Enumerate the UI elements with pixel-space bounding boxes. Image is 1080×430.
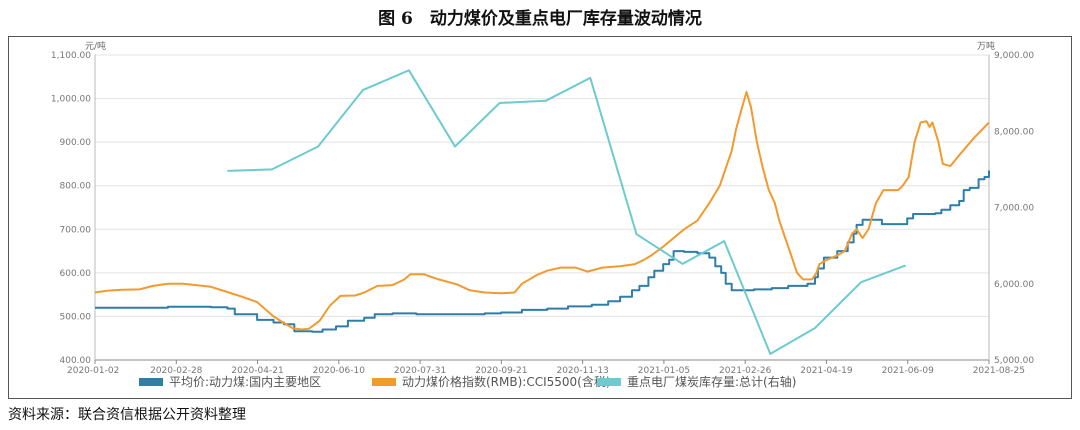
right-tick-label: 9,000.00: [994, 51, 1034, 61]
left-tick-label: 1,100.00: [51, 51, 91, 61]
legend-swatch-1: [139, 378, 163, 386]
series-lines: [94, 69, 990, 355]
right-tick-label: 8,000.00: [994, 127, 1034, 137]
left-tick-label: 700.00: [60, 225, 92, 235]
legend-label-3: 重点电厂煤炭库存量:总计(右轴): [627, 374, 796, 389]
left-axis-unit: 元/吨: [85, 40, 106, 52]
x-tick-label: 2020-04-21: [231, 366, 283, 376]
figure-source: 资料来源：联合资信根据公开资料整理: [8, 407, 246, 423]
series-line-1: [95, 170, 990, 333]
axes: 元/吨 万吨: [85, 40, 995, 361]
x-tick-label: 2021-02-26: [719, 366, 772, 376]
x-tick-label: 2021-06-09: [882, 366, 935, 376]
right-tick-label: 5,000.00: [994, 356, 1034, 366]
grid-lines: [95, 54, 989, 317]
series-line-2: [94, 91, 990, 331]
left-tick-label: 400.00: [60, 356, 92, 366]
series-line-3: [227, 69, 907, 355]
x-tick-label: 2020-11-13: [556, 366, 608, 376]
x-tick-label: 2020-01-02: [67, 366, 119, 376]
right-axis-unit: 万吨: [977, 40, 995, 52]
legend-label-2: 动力煤价格指数(RMB):CCI5500(含税): [402, 374, 611, 389]
x-tick-label: 2021-08-25: [973, 366, 1025, 376]
x-tick-label: 2021-01-05: [638, 366, 690, 376]
legend: 平均价:动力煤:国内主要地区 动力煤价格指数(RMB):CCI5500(含税) 重点…: [139, 374, 796, 389]
x-tick-label: 2020-02-28: [150, 366, 203, 376]
legend-swatch-2: [372, 378, 396, 386]
figure-title: 图 6 动力煤价及重点电厂库存量波动情况: [378, 9, 702, 29]
x-tick-label: 2020-09-21: [475, 366, 527, 376]
left-tick-label: 500.00: [60, 312, 92, 322]
x-axis-ticks: 2020-01-02 2020-02-28 2020-04-21 2020-06-10…: [67, 360, 1025, 376]
right-tick-label: 6,000.00: [994, 280, 1034, 290]
x-tick-label: 2020-06-10: [313, 366, 366, 376]
right-tick-label: 7,000.00: [994, 204, 1034, 214]
x-tick-label: 2021-04-19: [800, 366, 853, 376]
left-tick-label: 600.00: [60, 269, 92, 279]
left-tick-label: 900.00: [60, 138, 92, 148]
legend-label-1: 平均价:动力煤:国内主要地区: [169, 375, 321, 389]
chart-frame: 元/吨 万吨 400.00 500.00 600.00 700.00 800.00 900…: [8, 36, 1072, 399]
left-tick-label: 800.00: [60, 182, 92, 192]
x-tick-label: 2020-07-31: [394, 366, 446, 376]
line-chart: 元/吨 万吨 400.00 500.00 600.00 700.00 800.00 900…: [51, 40, 1034, 389]
right-axis-ticks: 5,000.00 6,000.00 7,000.00 8,000.00 9,000.00: [994, 51, 1034, 366]
left-axis-ticks: 400.00 500.00 600.00 700.00 800.00 900.00 1,00…: [51, 51, 91, 366]
legend-swatch-3: [597, 378, 621, 386]
left-tick-label: 1,000.00: [51, 95, 91, 105]
